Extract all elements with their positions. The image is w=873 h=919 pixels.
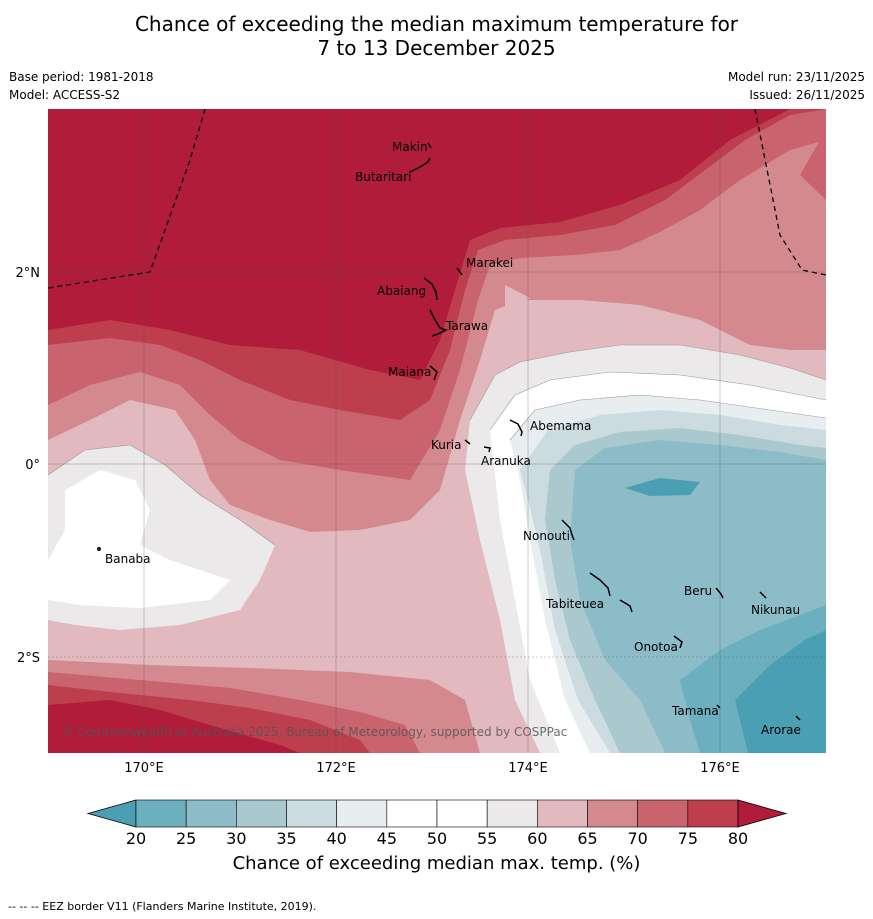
model-run: Model run: 23/11/2025 [727, 70, 865, 84]
place-label: Nikunau [751, 603, 800, 617]
colorbar-tick-label: 40 [326, 829, 346, 848]
base-period: Base period: 1981-2018 [9, 70, 154, 84]
pocket-upper-right [800, 140, 826, 200]
colorbar-tick-label: 25 [176, 829, 196, 848]
colorbar-tick-label: 50 [427, 829, 447, 848]
place-label: Abaiang [377, 284, 426, 298]
colorbar-segment [486, 799, 538, 828]
contour-field: Makin Butaritari Marakei Abaiang Tarawa … [48, 109, 826, 753]
eez-footnote: -- -- -- EEZ border V11 (Flanders Marine… [8, 900, 317, 913]
lon-label: 176°E [700, 761, 740, 776]
colorbar-segment [436, 799, 488, 828]
colorbar-tick-label: 75 [678, 829, 698, 848]
colorbar-tick-label: 70 [627, 829, 647, 848]
island-outlines [97, 142, 801, 721]
colorbar-segment [687, 799, 739, 828]
lon-label: 170°E [124, 761, 164, 776]
lon-label: 172°E [316, 761, 356, 776]
colorbar-segment [135, 799, 187, 828]
colorbar [86, 799, 788, 828]
place-label: Marakei [466, 256, 513, 270]
colorbar-extend-high [737, 799, 788, 828]
axis-labels: 2°N 0° 2°S 170°E 172°E 174°E 176°E [16, 266, 740, 776]
map-title-line1: Chance of exceeding the median maximum t… [134, 12, 739, 36]
colorbar-segment [587, 799, 638, 828]
model-name: Model: ACCESS-S2 [9, 88, 121, 102]
colorbar-segment [386, 799, 438, 828]
graticule [48, 109, 826, 753]
place-label: Tamana [671, 704, 719, 718]
lat-label: 2°S [17, 651, 40, 666]
place-label: Maiana [388, 365, 431, 379]
colorbar-segment [286, 799, 337, 828]
meta-left: Base period: 1981-2018 Model: ACCESS-S2 [9, 68, 154, 104]
place-label: Makin [392, 140, 428, 154]
place-label: Beru [684, 584, 712, 598]
place-label: Butaritari [355, 170, 412, 184]
lon-label: 174°E [508, 761, 548, 776]
copyright-notice: © Commonwealth of Australia 2025, Bureau… [62, 725, 567, 739]
contour-lines [48, 344, 826, 546]
place-label: Nonouti [523, 529, 570, 543]
place-label: Arorae [761, 723, 801, 737]
place-label: Onotoa [634, 640, 678, 654]
map-title-line2: 7 to 13 December 2025 [317, 36, 556, 60]
pocket-marakei [505, 285, 530, 312]
lat-label: 0° [25, 458, 40, 473]
colorbar-tick-label: 65 [577, 829, 597, 848]
map-title: Chance of exceeding the median maximum t… [0, 12, 873, 60]
meta-right: Model run: 23/11/2025 Issued: 26/11/2025 [728, 68, 865, 104]
place-label: Banaba [105, 552, 151, 566]
place-label: Tarawa [445, 319, 488, 333]
place-label: Tabiteuea [545, 597, 604, 611]
eez-border [48, 109, 826, 289]
issued-date: Issued: 26/11/2025 [749, 88, 865, 102]
place-label: Abemama [530, 419, 591, 433]
colorbar-tick-label: 30 [226, 829, 246, 848]
band-bottom-80 [48, 700, 300, 753]
colorbar-tick-label: 35 [276, 829, 296, 848]
place-labels: Makin Butaritari Marakei Abaiang Tarawa … [105, 140, 801, 737]
colorbar-label: Chance of exceeding median max. temp. (%… [232, 853, 641, 874]
colorbar-tick-label: 60 [527, 829, 547, 848]
colorbar-segment [537, 799, 588, 828]
colorbar-segment [637, 799, 689, 828]
colorbar-tick-label: 45 [377, 829, 397, 848]
colorbar-segment [236, 799, 287, 828]
place-label: Kuria [431, 438, 462, 452]
band-20 [625, 478, 826, 753]
colorbar-tick-label: 20 [126, 829, 146, 848]
place-label: Aranuka [481, 454, 531, 468]
colorbar-segment [336, 799, 388, 828]
colorbar-segment [185, 799, 237, 828]
colorbar-ticks: 20 25 30 35 40 45 50 55 60 65 70 75 80 [126, 829, 748, 848]
colorbar-extend-low [86, 799, 137, 828]
lat-label: 2°N [16, 266, 41, 281]
colorbar-tick-label: 80 [728, 829, 748, 848]
colorbar-tick-label: 55 [477, 829, 497, 848]
